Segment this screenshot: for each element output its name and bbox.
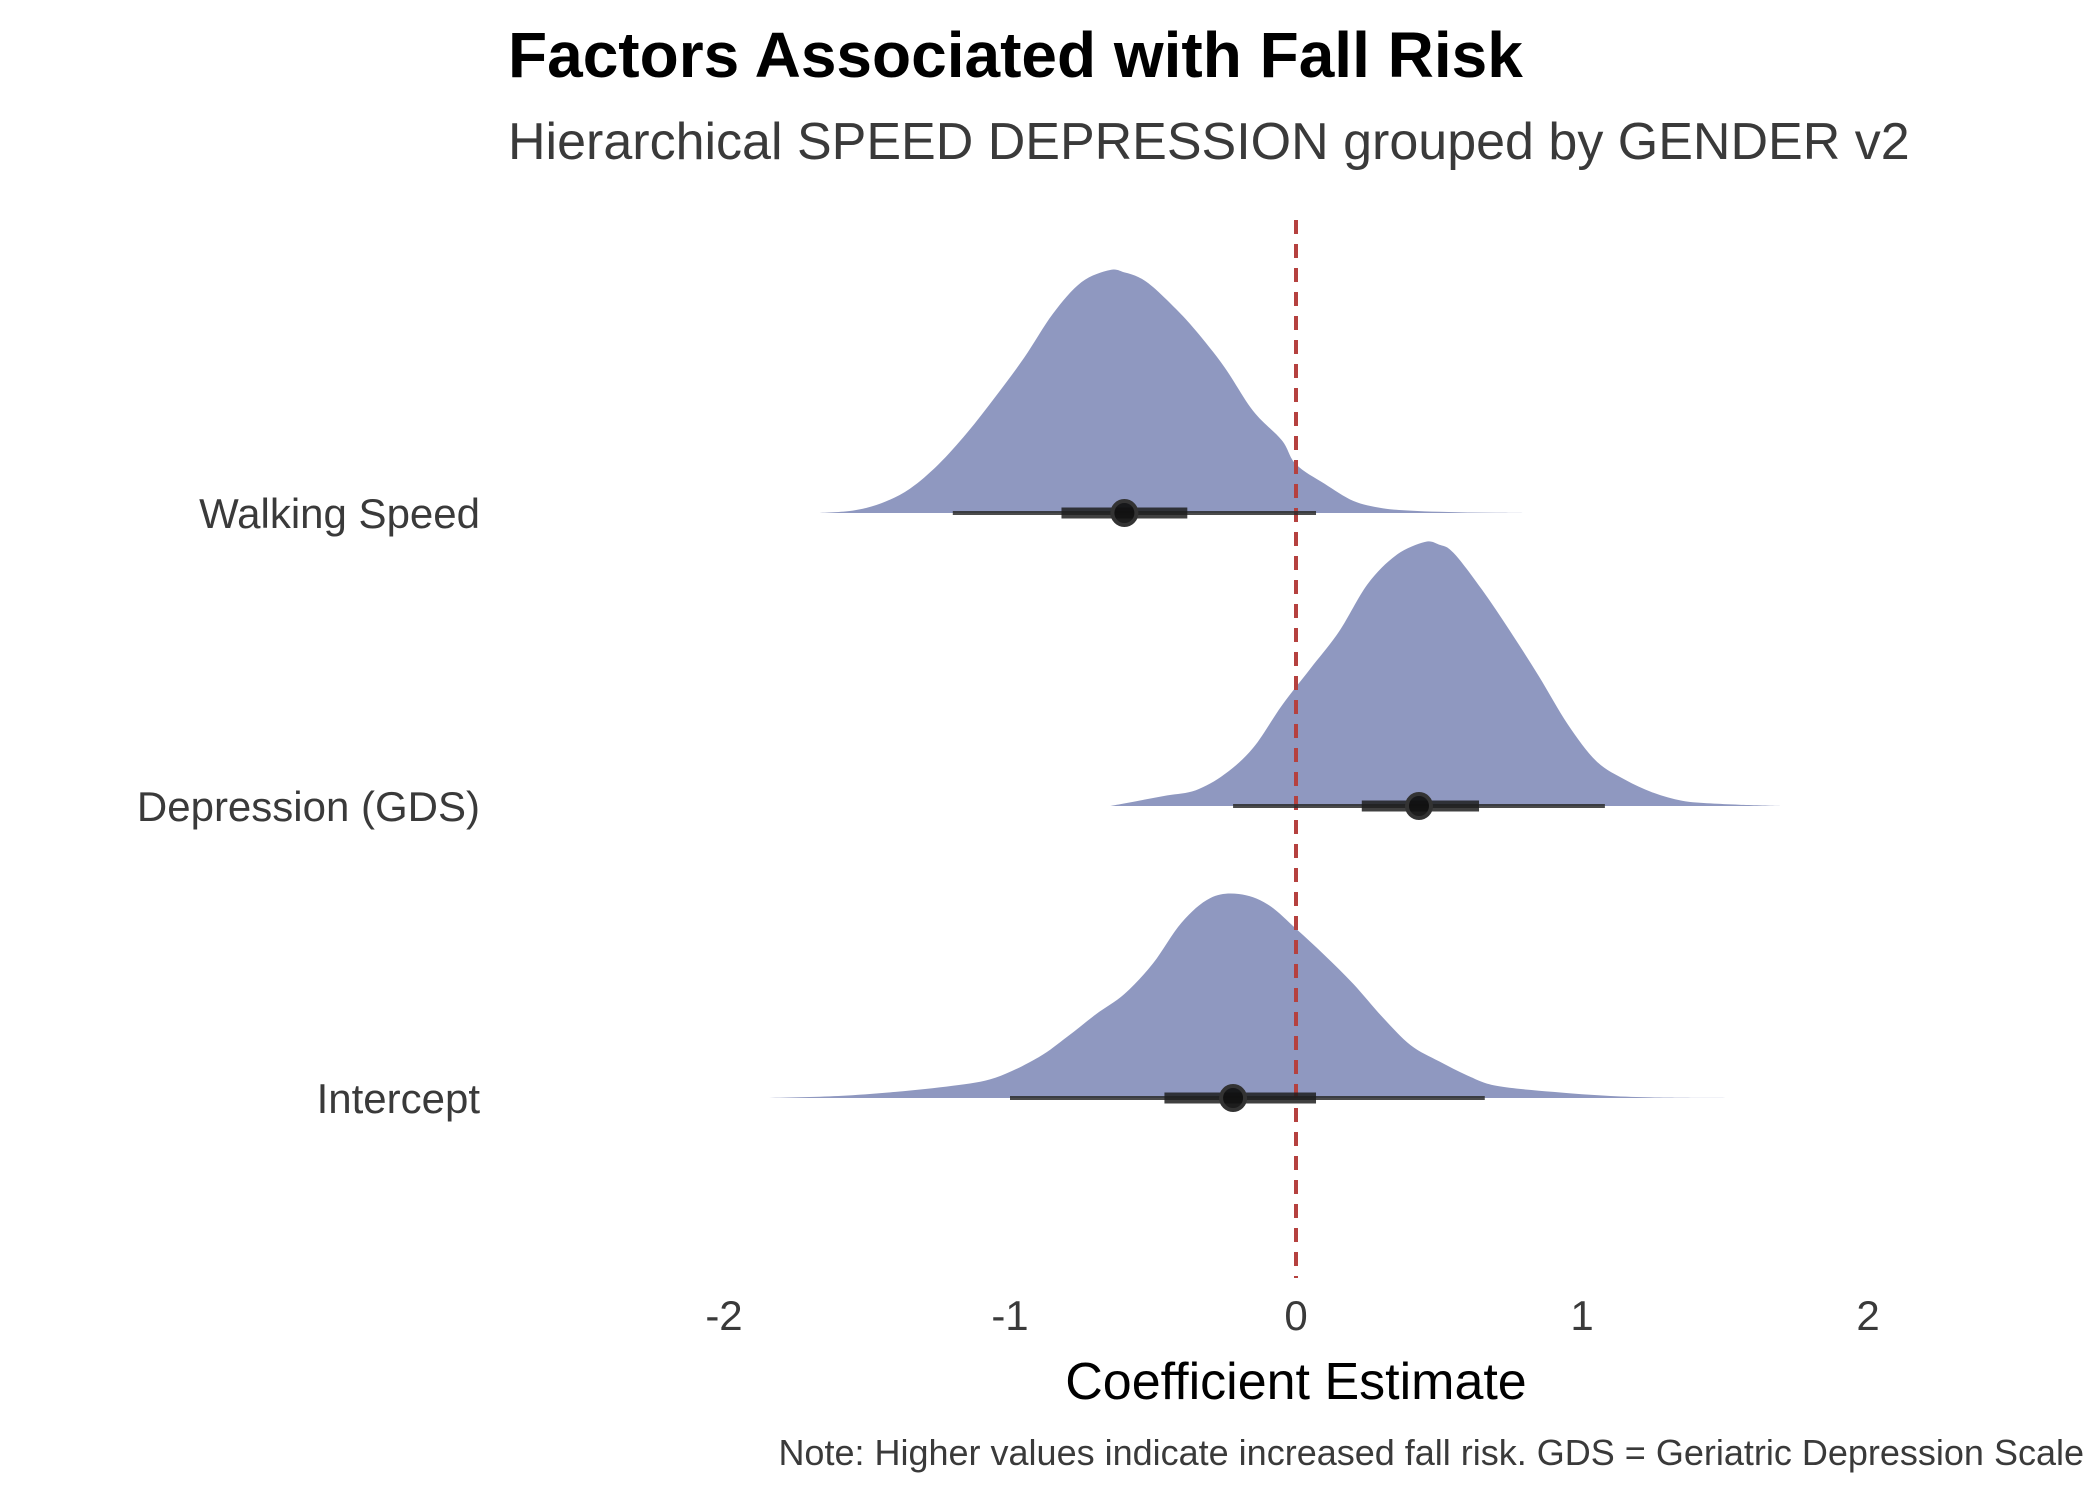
y-label-intercept: Intercept [317,1075,481,1122]
median-point-intercept [1219,1084,1248,1112]
y-label-depression-gds: Depression (GDS) [137,783,480,830]
x-tick-label: 2 [1856,1292,1879,1339]
density-intercept [766,893,1748,1098]
x-axis-ticks: -2 -1 0 1 2 [705,1292,1879,1339]
x-axis-title: Coefficient Estimate [1065,1353,1526,1411]
median-point-depression-gds [1404,792,1433,820]
y-label-walking-speed: Walking Speed [199,490,480,537]
interval-layer [952,499,1605,1112]
x-tick-label: -1 [991,1292,1028,1339]
chart-subtitle: Hierarchical SPEED DEPRESSION grouped by… [508,113,1910,171]
density-layer [766,269,1783,1098]
x-tick-label: -2 [705,1292,742,1339]
density-walking-speed [818,269,1525,513]
density-depression-gds [1110,541,1783,806]
chart-note: Note: Higher values indicate increased f… [778,1432,2084,1473]
x-tick-label: 1 [1570,1292,1593,1339]
median-point-walking-speed [1110,499,1139,527]
y-axis-labels: Walking Speed Depression (GDS) Intercept [137,490,480,1122]
x-tick-label: 0 [1284,1292,1307,1339]
chart-title: Factors Associated with Fall Risk [508,19,1523,91]
